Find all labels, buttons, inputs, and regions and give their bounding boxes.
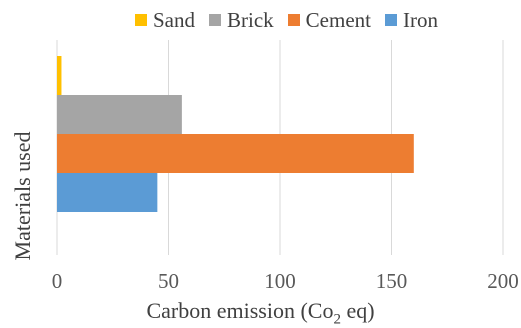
legend-swatch-iron	[384, 14, 397, 26]
x-tick-label-150: 150	[376, 269, 408, 293]
legend-item-sand: Sand	[135, 8, 195, 33]
legend-item-cement: Cement	[287, 7, 371, 33]
x-axis-label-subscript: 2	[333, 311, 341, 328]
legend-swatch-cement	[287, 14, 300, 26]
x-tick-label-200: 200	[487, 269, 519, 293]
chart-legend: Sand Brick Cement Iron	[135, 6, 438, 34]
x-axis-label-text: Carbon emission (Co	[146, 298, 334, 323]
legend-label-brick: Brick	[227, 7, 274, 32]
bar-iron	[57, 173, 158, 212]
bar-sand	[57, 56, 62, 95]
legend-item-brick: Brick	[209, 8, 274, 33]
legend-label-cement: Cement	[305, 7, 371, 32]
x-axis-label: Carbon emission (Co2 eq)	[0, 298, 521, 328]
legend-swatch-brick	[209, 14, 221, 26]
x-axis-label-suffix: eq)	[340, 298, 375, 323]
legend-label-iron: Iron	[402, 7, 438, 32]
x-tick-label-100: 100	[264, 269, 296, 293]
x-tick-label-50: 50	[158, 269, 179, 293]
legend-label-sand: Sand	[153, 7, 195, 32]
y-axis-label: Materials used	[10, 131, 35, 261]
legend-swatch-sand	[135, 14, 147, 26]
bar-brick	[57, 95, 182, 134]
x-tick-label-0: 0	[52, 269, 63, 293]
legend-item-iron: Iron	[384, 7, 438, 33]
bar-cement	[57, 134, 414, 173]
